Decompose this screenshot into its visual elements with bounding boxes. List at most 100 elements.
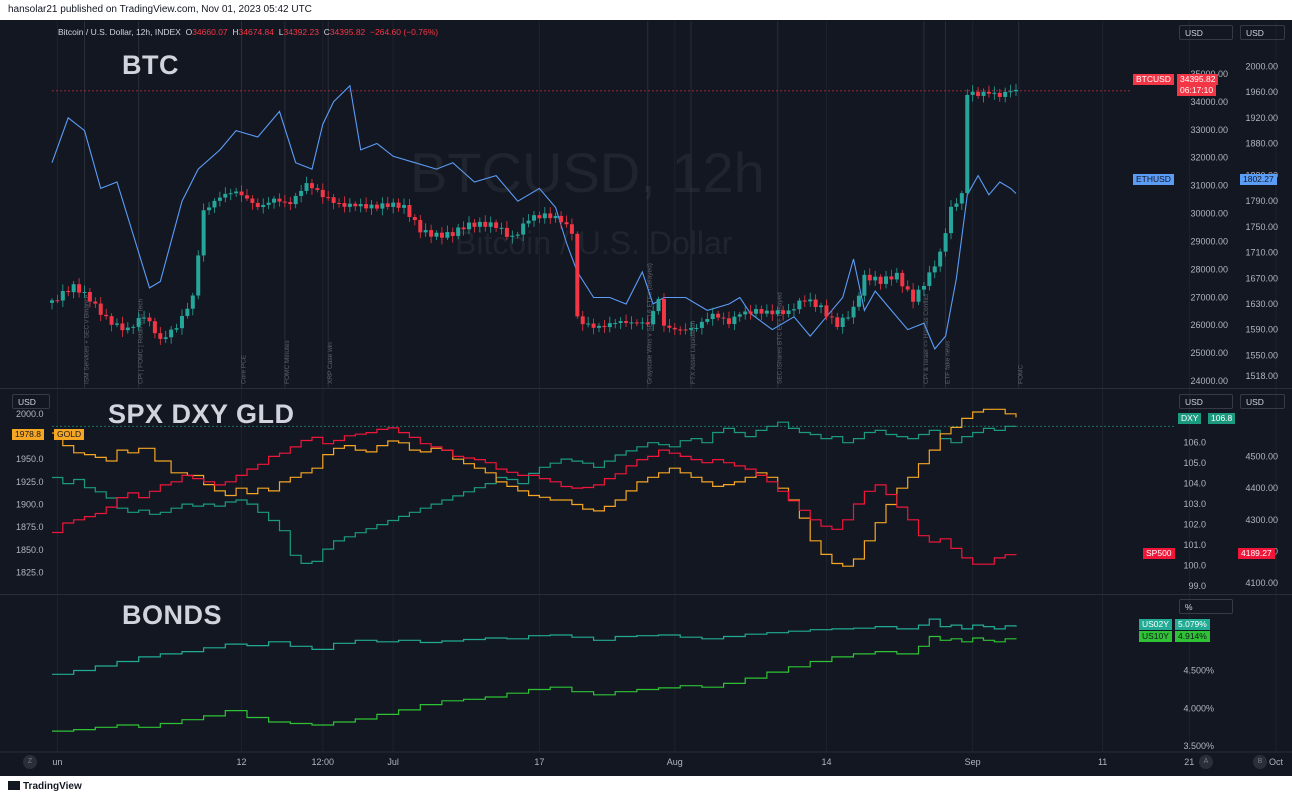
x-tick: un	[52, 757, 62, 767]
btc-candle	[596, 325, 601, 328]
zoom-reset-button[interactable]: Z	[23, 755, 37, 769]
pane-divider[interactable]	[0, 594, 1292, 595]
x-tick: 12	[237, 757, 247, 767]
tradingview-logo[interactable]: TradingView	[8, 776, 82, 798]
btc-candle	[136, 318, 141, 327]
btc-candle	[315, 188, 320, 190]
spx-currency-button[interactable]: USD	[1240, 394, 1285, 409]
btc-candle	[412, 217, 417, 221]
btc-candle	[98, 303, 103, 315]
btc-candle	[656, 298, 661, 312]
spx-y-tick: 4500.00	[1245, 451, 1278, 461]
chart-canvas[interactable]: ISM Services + SEC v Binance CPI | FOMC |…	[0, 20, 1292, 776]
btc-candle	[358, 204, 363, 207]
btc-candle	[1003, 91, 1008, 97]
btc-candle	[299, 190, 304, 196]
btc-candle	[174, 328, 179, 330]
x-tick: Sep	[965, 757, 981, 767]
btc-candle	[808, 299, 813, 302]
btc-y-tick: 28000.00	[1190, 264, 1228, 274]
btc-candle	[217, 197, 222, 201]
btc-candle	[835, 317, 840, 328]
btc-candle	[125, 327, 130, 331]
btc-candle	[559, 215, 564, 223]
dxy-y-tick: 105.0	[1183, 458, 1206, 468]
btc-candle	[407, 205, 412, 218]
btc-candle	[342, 203, 347, 207]
eth-y-tick: 1710.00	[1245, 248, 1278, 258]
event-label: CPI & Israel <> Hamas Conflict	[923, 294, 930, 384]
btc-candle	[120, 323, 125, 331]
btc-candle	[293, 195, 298, 205]
btc-candle	[82, 291, 87, 293]
btc-candle	[846, 317, 851, 319]
gold-y-tick: 1850.0	[16, 545, 44, 555]
gold-symbol-tag: GOLD	[54, 429, 85, 440]
symbol-header: Bitcoin / U.S. Dollar, 12h, INDEX O34660…	[58, 27, 438, 37]
btc-candle	[60, 290, 65, 301]
log-scale-button[interactable]: B	[1253, 755, 1267, 769]
btc-candle	[185, 308, 190, 317]
btc-candle	[542, 213, 547, 219]
btc-candle	[261, 204, 266, 208]
pane-divider[interactable]	[0, 388, 1292, 389]
btc-candle	[867, 274, 872, 281]
btc-candle	[244, 195, 249, 199]
btc-y-tick: 25000.00	[1190, 348, 1228, 358]
dxy-currency-button[interactable]: USD	[1179, 394, 1233, 409]
btc-candle	[190, 295, 195, 309]
btc-candle	[976, 91, 981, 96]
btc-currency-button[interactable]: USD	[1179, 25, 1233, 40]
event-label: CPI | FOMC | Retail and Tech	[138, 298, 145, 384]
btc-candle	[759, 309, 764, 314]
dxy-y-tick: 104.0	[1183, 479, 1206, 489]
btc-candle	[781, 310, 786, 315]
bonds-y-tick: 3.500%	[1183, 741, 1214, 751]
event-label: ISM Services + SEC v Binance	[83, 294, 90, 384]
eth-y-tick: 2000.00	[1245, 61, 1278, 71]
btc-candle	[147, 317, 152, 322]
btc-candle	[569, 224, 574, 234]
gold-y-tick: 1900.0	[16, 500, 44, 510]
btc-candle	[380, 203, 385, 209]
btc-candle	[775, 310, 780, 315]
btc-candle	[104, 314, 109, 317]
btc-y-tick: 33000.00	[1190, 125, 1228, 135]
btc-candle	[672, 327, 677, 330]
dxy-y-tick: 103.0	[1183, 499, 1206, 509]
eth-y-tick: 1920.00	[1245, 113, 1278, 123]
eth-y-tick: 1518.00	[1245, 371, 1278, 381]
btc-candle	[894, 272, 899, 280]
btc-candle	[55, 300, 60, 302]
btc-candle	[764, 310, 769, 314]
btc-candle	[813, 299, 818, 308]
open-label: O	[185, 27, 193, 37]
btc-candle	[1008, 91, 1013, 93]
btc-candle	[884, 276, 889, 284]
eth-y-tick: 1790.00	[1245, 196, 1278, 206]
btc-candle	[911, 289, 916, 302]
eth-currency-button[interactable]: USD	[1240, 25, 1285, 40]
auto-scale-button[interactable]: A	[1199, 755, 1213, 769]
btc-candle	[553, 215, 558, 219]
btc-candle	[309, 183, 314, 189]
btc-candle	[50, 300, 54, 303]
sp500-last-price: 4189.27	[1238, 548, 1275, 559]
dxy-last-price: 106.8	[1208, 413, 1236, 424]
gold-currency-button[interactable]: USD	[12, 394, 50, 409]
btc-y-tick: 32000.00	[1190, 153, 1228, 163]
btc-y-tick: 30000.00	[1190, 209, 1228, 219]
bonds-unit-button[interactable]: %	[1179, 599, 1233, 614]
change-value: −264.60 (−0.76%)	[370, 27, 439, 37]
bonds-y-tick: 4.500%	[1183, 666, 1214, 676]
btc-candle	[873, 276, 878, 281]
publish-bar: hansolar21 published on TradingView.com,…	[0, 0, 1292, 20]
btc-candle	[158, 333, 163, 339]
btc-candle	[634, 322, 639, 324]
x-tick: 14	[821, 757, 831, 767]
gold-y-tick: 1875.0	[16, 522, 44, 532]
eth-y-tick: 1550.00	[1245, 350, 1278, 360]
btc-candle	[986, 91, 991, 94]
bonds-pane-title: BONDS	[122, 600, 223, 630]
dxy-y-tick: 100.0	[1183, 561, 1206, 571]
